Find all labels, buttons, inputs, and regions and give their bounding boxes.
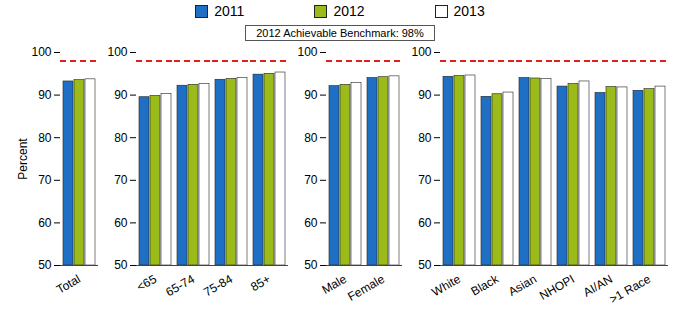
svg-text:50: 50 [304, 258, 318, 272]
svg-text:60: 60 [418, 216, 432, 230]
svg-text:80: 80 [38, 131, 52, 145]
svg-text:80: 80 [304, 131, 318, 145]
svg-text:50: 50 [114, 258, 128, 272]
svg-text:90: 90 [304, 88, 318, 102]
svg-text:60: 60 [114, 216, 128, 230]
svg-text:Black: Black [469, 271, 502, 298]
svg-text:>1 Race: >1 Race [607, 272, 653, 307]
svg-text:75-84: 75-84 [201, 272, 235, 300]
svg-text:100: 100 [107, 45, 127, 59]
svg-text:70: 70 [114, 173, 128, 187]
svg-text:Female: Female [345, 272, 387, 304]
svg-text:AI/AN: AI/AN [580, 271, 615, 300]
svg-text:Percent: Percent [16, 138, 30, 180]
svg-text:65-74: 65-74 [163, 272, 197, 300]
svg-text:60: 60 [38, 216, 52, 230]
svg-text:80: 80 [114, 131, 128, 145]
html-text:2013: 2013 [453, 3, 485, 19]
svg-text:70: 70 [38, 173, 52, 187]
svg-text:70: 70 [418, 173, 432, 187]
svg-text:90: 90 [114, 88, 128, 102]
svg-text:Asian: Asian [506, 272, 539, 299]
svg-text:100: 100 [297, 45, 317, 59]
svg-text:Total: Total [54, 272, 83, 297]
svg-text:70: 70 [304, 173, 318, 187]
html-text:2012: 2012 [333, 3, 365, 19]
html-text:2012 Achievable Benchmark: 98%: 2012 Achievable Benchmark: 98% [256, 27, 424, 39]
svg-text:100: 100 [31, 45, 51, 59]
svg-text:60: 60 [304, 216, 318, 230]
svg-text:50: 50 [38, 258, 52, 272]
svg-text:85+: 85+ [248, 272, 273, 294]
svg-text:80: 80 [418, 131, 432, 145]
svg-text:<65: <65 [134, 272, 159, 294]
svg-text:90: 90 [38, 88, 52, 102]
svg-text:Male: Male [319, 272, 349, 297]
html-text:2011: 2011 [214, 3, 245, 19]
svg-text:White: White [429, 272, 463, 300]
svg-text:NHOPI: NHOPI [537, 272, 577, 303]
svg-text:100: 100 [411, 45, 431, 59]
svg-text:50: 50 [418, 258, 432, 272]
svg-text:90: 90 [418, 88, 432, 102]
